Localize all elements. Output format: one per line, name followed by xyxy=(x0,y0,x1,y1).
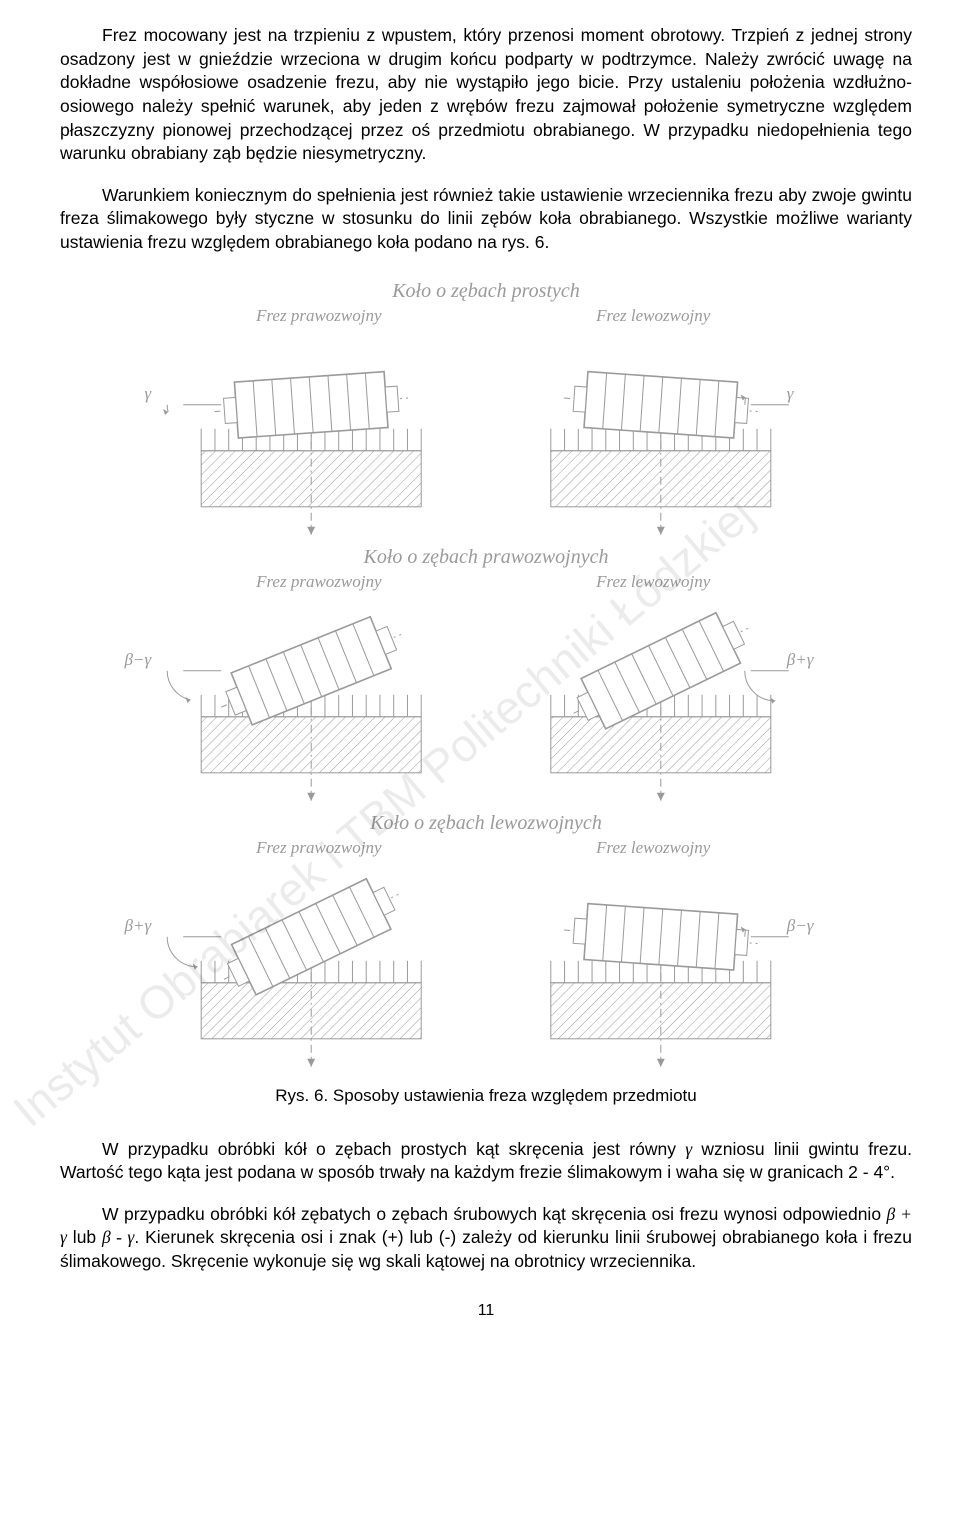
paragraph-2: Warunkiem koniecznym do spełnienia jest … xyxy=(60,184,912,255)
svg-text:Frez lewozwojny: Frez lewozwojny xyxy=(595,572,711,591)
svg-text:Frez lewozwojny: Frez lewozwojny xyxy=(595,838,711,857)
p4-text-b: lub xyxy=(67,1227,102,1247)
svg-text:β+γ: β+γ xyxy=(124,915,153,934)
svg-text:Koło o zębach prostych: Koło o zębach prostych xyxy=(391,280,580,302)
svg-text:Frez prawozwojny: Frez prawozwojny xyxy=(255,572,382,591)
p4-text-a: W przypadku obróbki kół zębatych o zębac… xyxy=(102,1204,887,1224)
figure-6: Instytut Obrabiarek i TBM Politechniki Ł… xyxy=(60,273,912,1081)
beta-minus-gamma-symbol: β - γ xyxy=(102,1227,134,1247)
svg-text:Frez prawozwojny: Frez prawozwojny xyxy=(255,306,382,325)
p3-text-a: W przypadku obróbki kół o zębach prostyc… xyxy=(102,1139,685,1159)
paragraph-3: W przypadku obróbki kół o zębach prostyc… xyxy=(60,1138,912,1185)
figure-6-caption: Rys. 6. Sposoby ustawienia freza względe… xyxy=(60,1085,912,1108)
svg-text:Koło o zębach prawozwojnych: Koło o zębach prawozwojnych xyxy=(363,546,609,568)
figure-6-svg: Koło o zębach prostych Frez prawozwojny Fr… xyxy=(106,273,866,1081)
svg-text:Frez prawozwojny: Frez prawozwojny xyxy=(255,838,382,857)
svg-text:β+γ: β+γ xyxy=(786,649,815,668)
p4-text-c: . Kierunek skręcenia osi i znak (+) lub … xyxy=(60,1227,912,1271)
page-number: 11 xyxy=(60,1300,912,1322)
svg-text:β−γ: β−γ xyxy=(124,649,153,668)
svg-text:Frez lewozwojny: Frez lewozwojny xyxy=(595,306,711,325)
paragraph-4: W przypadku obróbki kół zębatych o zębac… xyxy=(60,1203,912,1274)
svg-text:Koło o zębach lewozwojnych: Koło o zębach lewozwojnych xyxy=(369,812,602,834)
svg-text:β−γ: β−γ xyxy=(786,915,815,934)
svg-text:γ: γ xyxy=(144,383,152,402)
paragraph-1: Frez mocowany jest na trzpieniu z wpuste… xyxy=(60,24,912,166)
svg-text:γ: γ xyxy=(787,383,795,402)
